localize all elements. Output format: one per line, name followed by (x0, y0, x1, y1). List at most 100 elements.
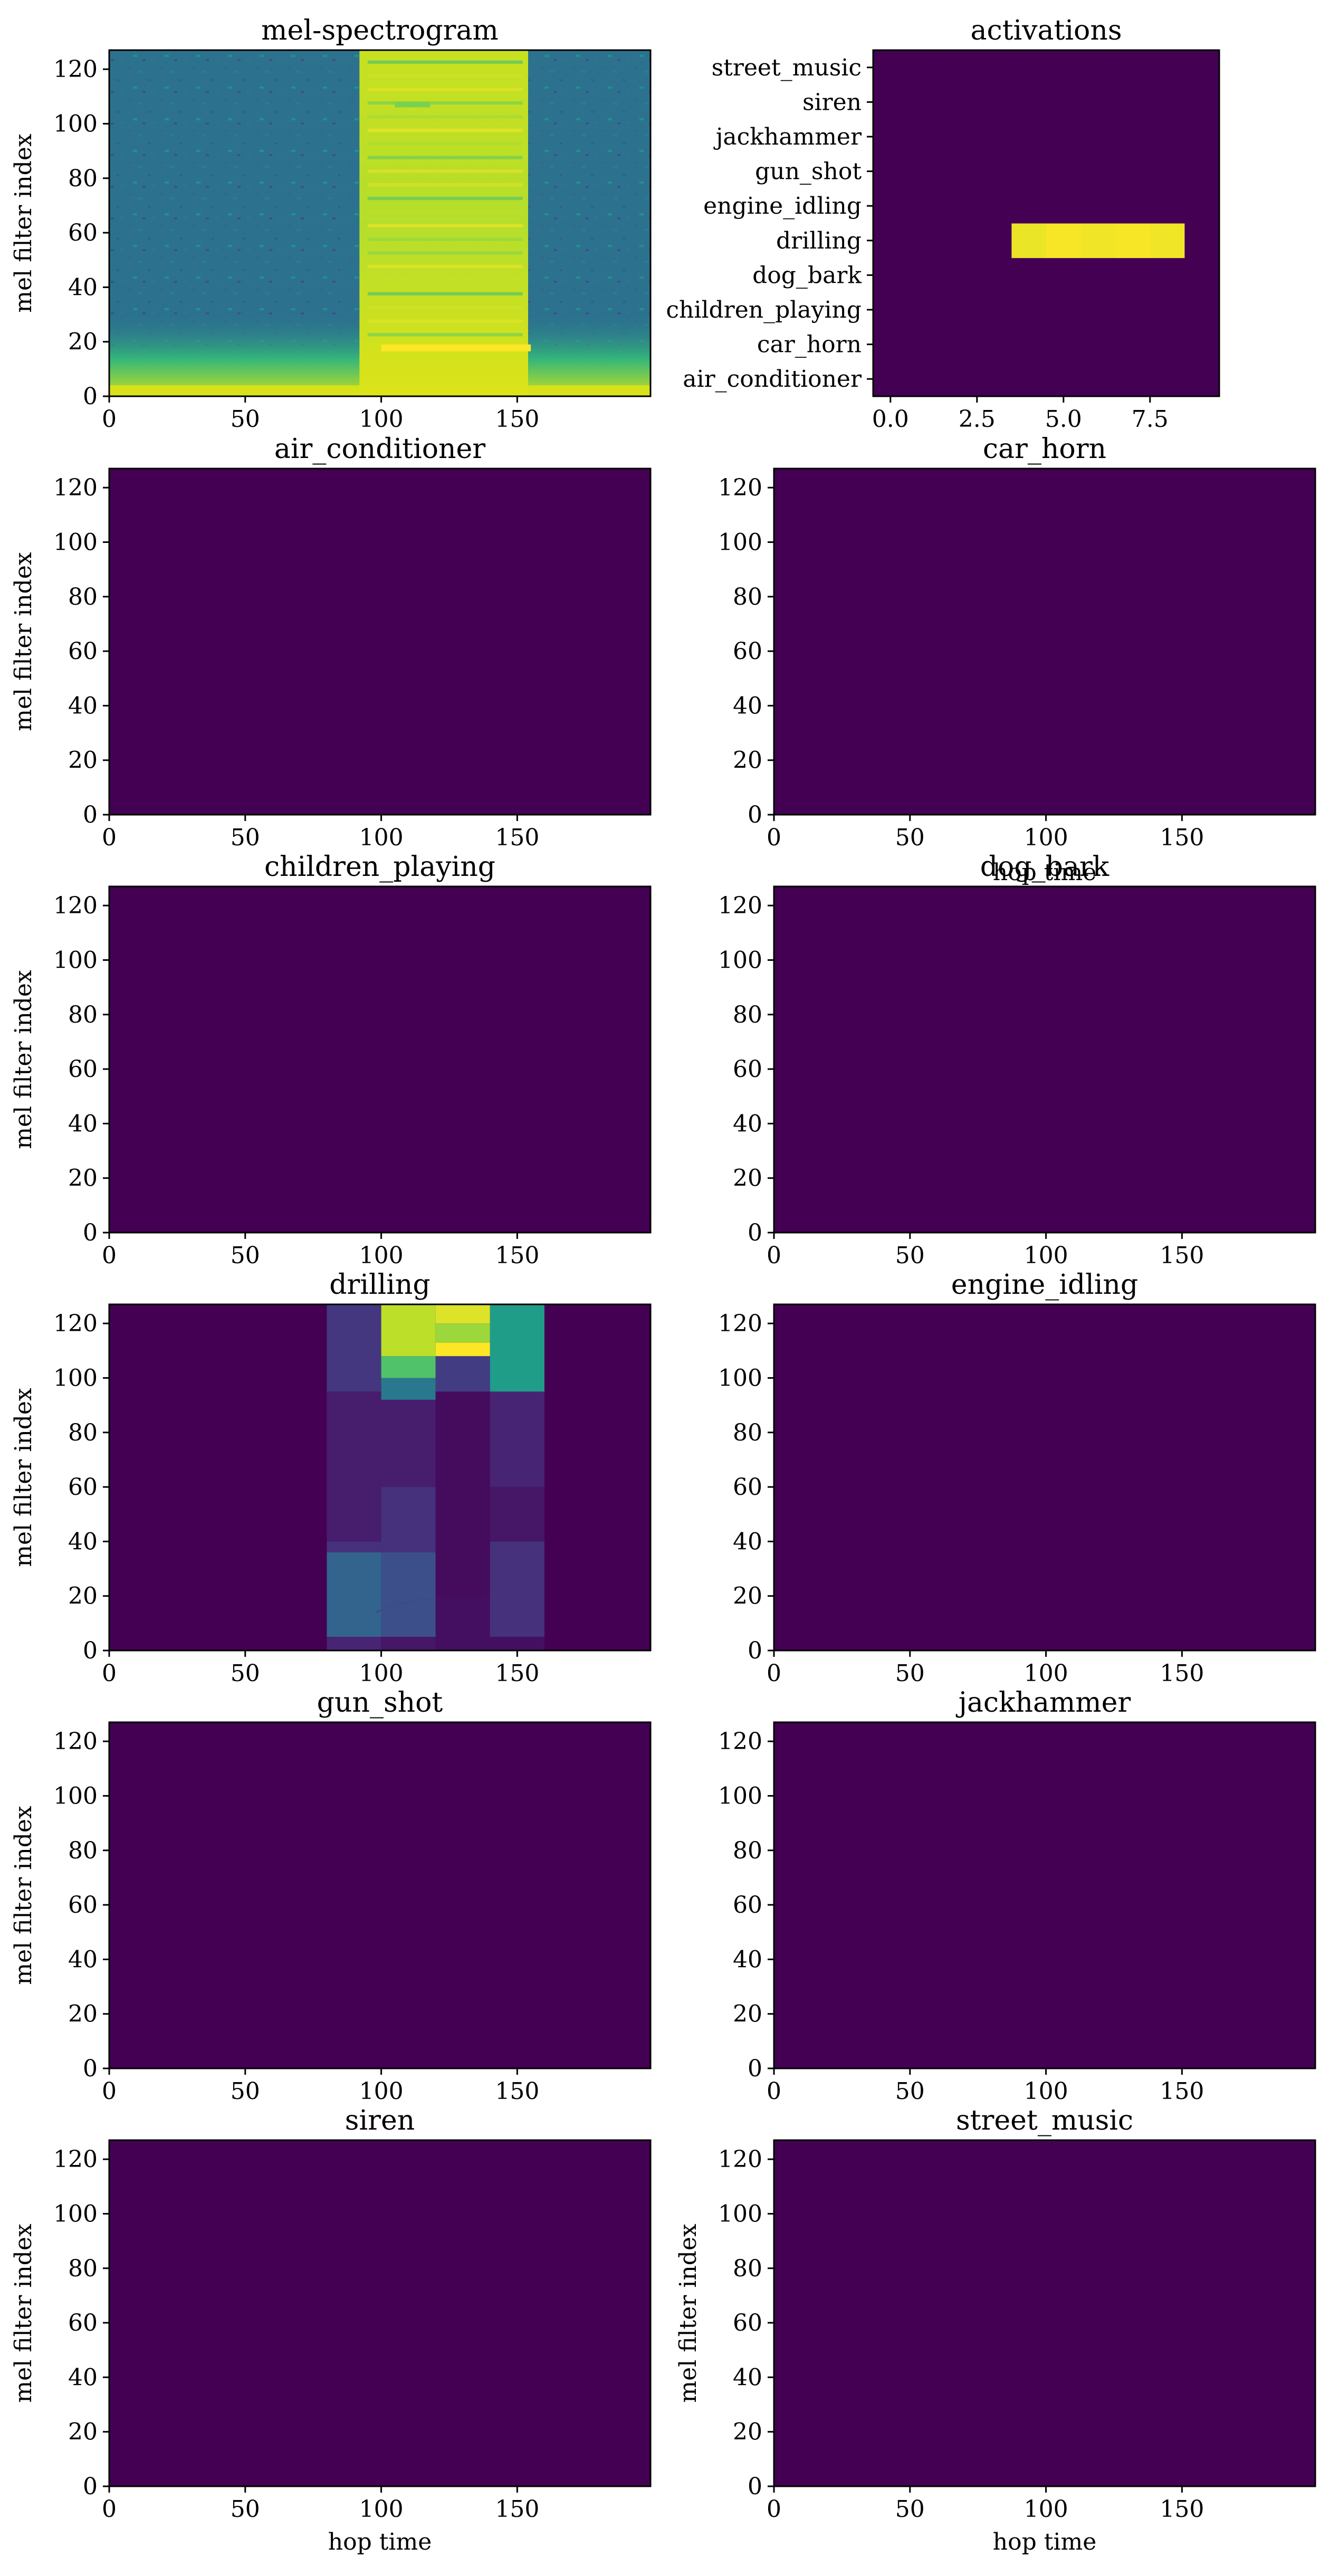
category-label: dog_bark (752, 262, 862, 289)
heatmap-cell (873, 50, 908, 85)
event-texture (367, 237, 523, 241)
y-axis-label: mel filter index (10, 552, 37, 731)
heatmap-cell (942, 50, 978, 85)
heatmap-cell (327, 1552, 381, 1637)
heatmap-cells (109, 1304, 651, 1650)
y-tick-label: 80 (733, 1001, 762, 1028)
x-tick-label: 150 (495, 1242, 539, 1269)
y-tick-label: 20 (733, 2001, 762, 2028)
heatmap-cell (873, 257, 908, 293)
event-texture (367, 115, 523, 119)
x-tick-label: 0 (767, 1660, 781, 1687)
x-tick-label: 0 (767, 2078, 781, 2105)
y-tick-label: 80 (68, 584, 98, 610)
y-tick-label: 0 (748, 1219, 762, 1246)
chart-title: mel-spectrogram (261, 15, 499, 46)
heatmap-cell (1150, 361, 1185, 397)
x-tick-label: 100 (359, 824, 404, 851)
heatmap-cell (435, 1356, 490, 1392)
chart-title: engine_idling (951, 1269, 1138, 1301)
heatmap-cell (873, 327, 908, 362)
y-tick-label: 100 (53, 529, 98, 556)
heatmap-cells (109, 1722, 651, 2068)
axes-frame (773, 1721, 1316, 2069)
event-texture (367, 196, 523, 201)
y-tick-label: 80 (733, 2255, 762, 2282)
y-tick-label: 60 (68, 1474, 98, 1501)
y-tick-label: 100 (718, 529, 762, 556)
y-axis-label: mel filter index (10, 1806, 37, 1985)
x-tick-label: 0 (102, 406, 117, 433)
heatmap-cell (1184, 361, 1220, 397)
event-texture (367, 278, 523, 282)
y-tick-label: 120 (718, 474, 762, 501)
heatmap-cell (977, 361, 1012, 397)
y-axis-label: mel filter index (10, 1388, 37, 1567)
heatmap-cell (1046, 119, 1082, 155)
heatmap-cell (1184, 154, 1220, 189)
chart-title: street_music (956, 2105, 1133, 2136)
heatmap-cell (942, 84, 978, 120)
heatmap-cell (873, 188, 908, 224)
heatmap-cell (490, 1541, 544, 1637)
heatmap-cell (977, 188, 1012, 224)
heatmap-cell (1011, 327, 1047, 362)
heatmap-cell (1184, 327, 1220, 362)
y-tick-label: 60 (733, 1892, 762, 1919)
heatmap-cell (1150, 119, 1185, 155)
category-label: street_music (712, 54, 862, 81)
event-texture (367, 265, 523, 269)
panel-street_music: 0 50 100 150 0 20 40 60 80 100 120 street_musicmel … (675, 2105, 1316, 2555)
y-tick-label: 120 (53, 892, 98, 919)
heatmap-cells (774, 1722, 1315, 2068)
y-tick-label: 0 (748, 2055, 762, 2082)
heatmap-background (774, 469, 1315, 815)
heatmap-cell (942, 119, 978, 155)
event-texture (367, 319, 523, 323)
y-tick-label: 60 (68, 1892, 98, 1919)
chart-title: siren (345, 2105, 415, 2136)
x-tick-label: 100 (1024, 2496, 1068, 2523)
axes-frame (108, 49, 652, 397)
heatmap-background (774, 886, 1315, 1233)
y-tick-label: 120 (53, 2146, 98, 2173)
x-axis-label: hop time (993, 2529, 1097, 2555)
event-texture (367, 60, 523, 64)
heatmap-cell (1080, 257, 1116, 293)
heatmap-cell (942, 292, 978, 328)
y-tick-label: 60 (68, 638, 98, 665)
heatmap-cell (1046, 257, 1082, 293)
x-tick-label: 0 (102, 2496, 117, 2523)
event-texture (367, 169, 523, 173)
y-tick-label: 120 (718, 1310, 762, 1337)
x-tick-label: 50 (895, 1660, 925, 1687)
heatmap-cell (942, 223, 978, 259)
heatmap-cell (942, 361, 978, 397)
event-texture (367, 333, 523, 337)
axes-frame (773, 885, 1316, 1234)
heatmap-cell (1080, 119, 1116, 155)
heatmap-cell (977, 327, 1012, 362)
heatmap-cell (375, 1597, 436, 1614)
event-texture (367, 128, 523, 132)
axes-frame (773, 468, 1316, 816)
y-tick-label: 20 (733, 1583, 762, 1610)
heatmap-cell (942, 188, 978, 224)
chart-title: activations (970, 15, 1122, 46)
heatmap-cells (109, 50, 651, 396)
y-tick-label: 0 (748, 2473, 762, 2500)
heatmap-cell (873, 84, 908, 120)
x-tick-label: 100 (1024, 2078, 1068, 2105)
x-tick-label: 0 (767, 1242, 781, 1269)
x-tick-label: 5.0 (1045, 406, 1082, 433)
heatmap-cell (490, 1637, 544, 1650)
y-tick-label: 100 (718, 1365, 762, 1391)
x-tick-label: 150 (1160, 1242, 1204, 1269)
heatmap-cell (1011, 188, 1047, 224)
x-tick-label: 0 (102, 1242, 117, 1269)
heatmap-cell (435, 1304, 490, 1324)
heatmap-cell (381, 1399, 436, 1487)
x-tick-label: 50 (231, 406, 260, 433)
heatmap-cell (1184, 223, 1220, 259)
heatmap-cell (1184, 292, 1220, 328)
